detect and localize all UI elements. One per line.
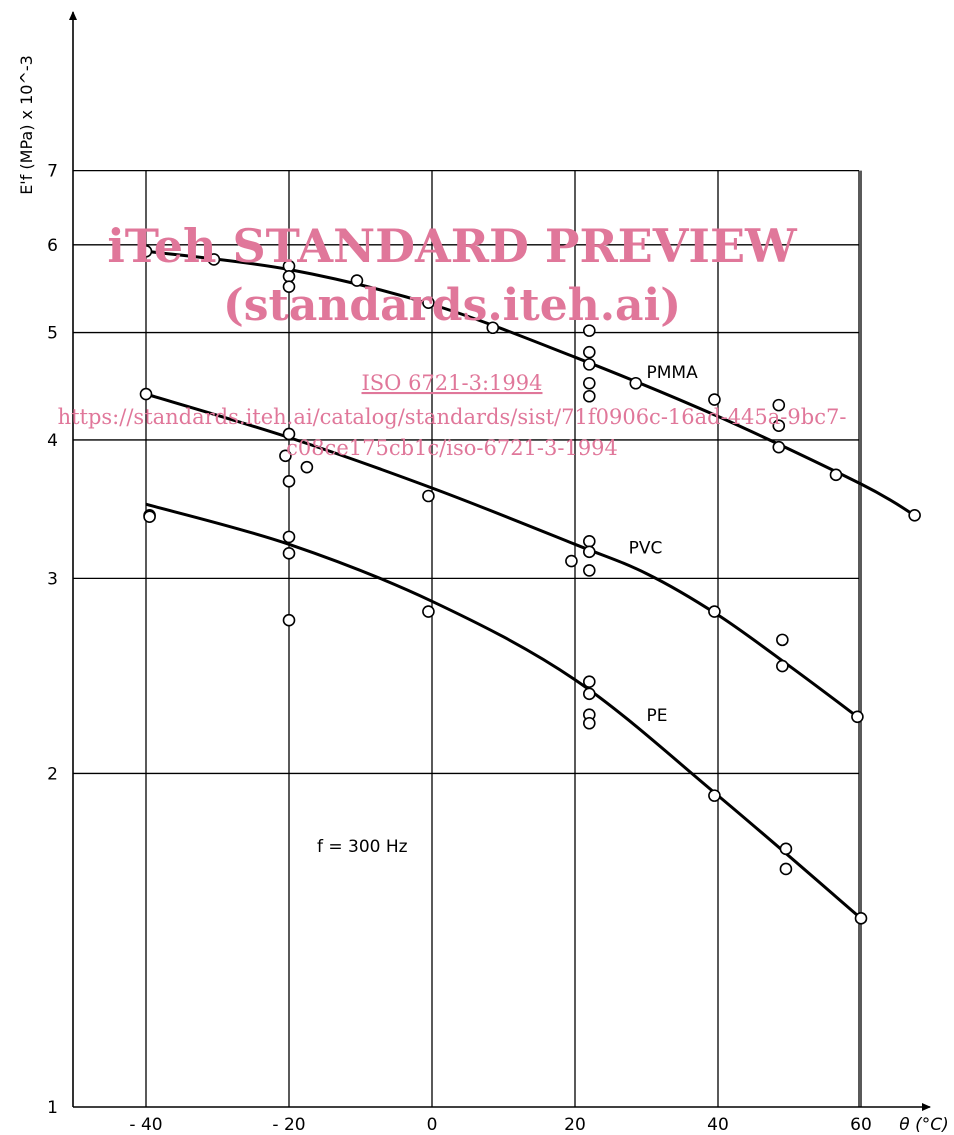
y-tick-label: 7 — [47, 162, 58, 182]
pvc-point — [300, 460, 314, 474]
pe-point — [143, 510, 156, 524]
watermark-iso-link[interactable]: ISO 6721-3:1994 — [362, 371, 543, 395]
pe-point — [779, 862, 793, 876]
labels: PMMA PVC PE — [629, 363, 698, 726]
pmma-point — [772, 419, 786, 432]
pvc-point — [776, 633, 789, 647]
y-tick-label: 6 — [47, 236, 58, 256]
y-axis-label: E'f (MPa) x 10^-3 — [17, 55, 36, 195]
pe-point — [282, 613, 296, 627]
x-tick-label: - 20 — [272, 1115, 305, 1135]
pmma-point — [708, 393, 721, 406]
pe-point — [708, 789, 721, 802]
watermark-url-line1[interactable]: https://standards.iteh.ai/catalog/standa… — [58, 405, 847, 429]
y-tick-label: 2 — [47, 764, 58, 784]
pvc-point — [582, 535, 596, 548]
pe-curve — [145, 502, 862, 920]
pvc-point — [279, 449, 292, 463]
pmma-point — [582, 389, 596, 403]
pe-point — [282, 530, 296, 544]
watermark-url-line2[interactable]: c08ce175cb1c/iso-6721-3-1994 — [286, 436, 618, 460]
pe-label: PE — [647, 706, 668, 726]
pe-point — [282, 547, 296, 560]
pe-point — [582, 675, 596, 689]
axes: - 40 - 20 0 20 40 60 θ (°C) 1 2 3 4 5 6 7 E'f (MPa) x … — [17, 11, 949, 1135]
pmma-point — [772, 398, 786, 412]
pvc-point — [582, 545, 596, 559]
pvc-label: PVC — [629, 538, 663, 558]
x-axis-label: θ (°C) — [899, 1115, 948, 1135]
frequency-annotation: f = 300 Hz — [317, 837, 408, 857]
curves — [145, 249, 916, 920]
y-tick-label: 4 — [47, 431, 58, 451]
pmma-point — [582, 345, 596, 359]
watermark: iTeh STANDARD PREVIEW (standards.iteh.ai… — [58, 219, 847, 460]
pmma-point — [350, 274, 364, 287]
y-tick-label: 5 — [47, 324, 58, 344]
pvc-point — [851, 710, 864, 724]
pvc-point — [582, 564, 596, 577]
pmma-label: PMMA — [647, 363, 699, 383]
y-tick-label: 1 — [47, 1098, 58, 1118]
pmma-point — [908, 508, 921, 522]
pmma-point — [772, 440, 786, 454]
watermark-title: iTeh STANDARD PREVIEW — [107, 219, 798, 273]
y-tick-label: 3 — [47, 569, 58, 589]
x-tick-label: - 40 — [129, 1115, 162, 1135]
pvc-point — [282, 475, 296, 488]
pmma-point — [282, 280, 296, 293]
pmma-point — [582, 376, 596, 390]
pmma-point — [829, 468, 843, 482]
x-tick-label: 0 — [427, 1115, 438, 1135]
pvc-point — [708, 605, 721, 618]
watermark-subtitle: (standards.iteh.ai) — [223, 280, 681, 331]
pmma-point — [207, 253, 221, 266]
pmma-point — [486, 321, 500, 335]
grid — [73, 169, 862, 1107]
pvc-point — [422, 489, 435, 503]
x-tick-label: 40 — [707, 1115, 729, 1135]
pvc-point — [139, 387, 153, 401]
pe-point — [779, 842, 793, 856]
pmma-point — [629, 376, 643, 390]
pmma-point — [139, 244, 153, 258]
pe-point — [422, 605, 435, 618]
pe-point — [854, 912, 868, 925]
pe-point — [582, 716, 596, 730]
pmma-point — [582, 358, 596, 371]
pvc-point — [776, 659, 789, 673]
x-tick-label: 60 — [850, 1115, 872, 1135]
pe-point — [582, 687, 596, 701]
pvc-point — [565, 554, 578, 568]
pmma-point — [422, 296, 435, 309]
x-tick-label: 20 — [564, 1115, 586, 1135]
pvc-point — [282, 427, 296, 441]
data-points — [139, 244, 921, 925]
pmma-point — [582, 324, 596, 337]
